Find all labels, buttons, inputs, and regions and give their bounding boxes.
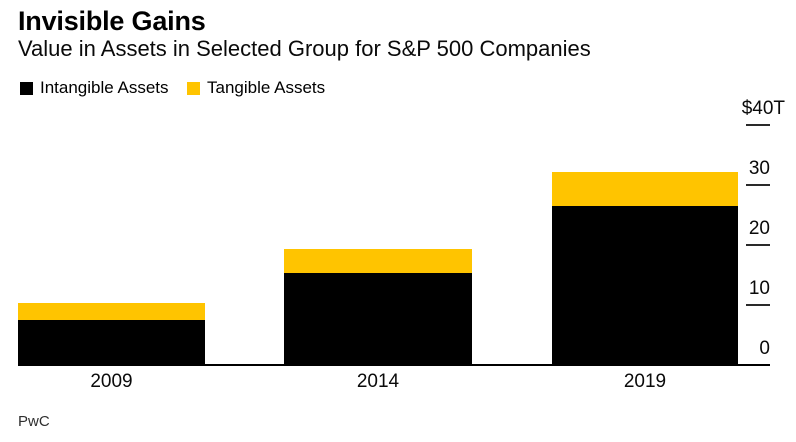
bar-segment-tangible [552,172,738,206]
y-axis-label: 20 [748,218,770,239]
y-axis-label: $40T [741,98,785,119]
bar-segment-tangible [18,303,205,320]
chart-title: Invisible Gains [18,6,206,36]
bar-segment-tangible [284,249,472,273]
legend: Intangible Assets Tangible Assets [0,79,796,97]
y-axis-label: 10 [748,278,770,299]
legend-item-intangible: Intangible Assets [20,79,169,97]
x-axis-line [18,364,770,366]
x-axis-label: 2009 [90,371,133,392]
intangible-swatch-icon [20,81,33,95]
y-axis-tick [746,244,770,246]
bar-segment-intangible [284,273,472,365]
source-label: PwC [18,413,50,430]
legend-label-intangible: Intangible Assets [40,78,169,97]
bar-segment-intangible [18,320,205,365]
y-axis-label: 0 [759,338,770,359]
tangible-swatch-icon [187,81,200,95]
y-axis-tick [746,304,770,306]
legend-item-tangible: Tangible Assets [187,79,325,97]
chart-subtitle: Value in Assets in Selected Group for S&… [18,36,591,61]
y-axis-tick [746,184,770,186]
x-axis-label: 2014 [356,371,400,392]
y-axis-label: 30 [748,158,770,179]
y-axis-tick [746,124,770,126]
bar-segment-intangible [552,206,738,365]
x-axis-label: 2019 [623,371,667,392]
legend-label-tangible: Tangible Assets [207,78,326,97]
